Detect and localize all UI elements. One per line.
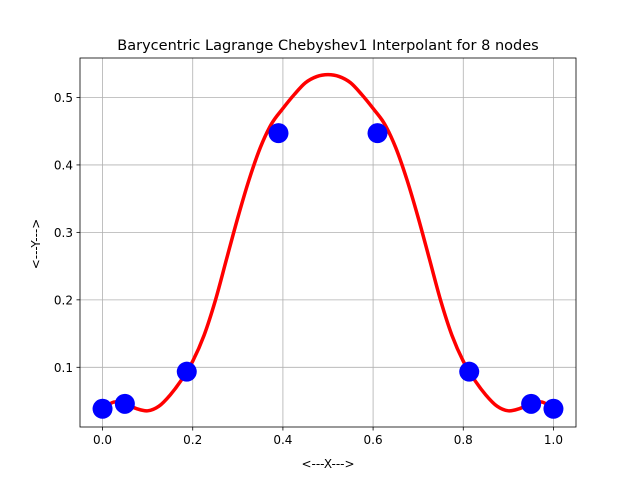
x-tick-label: 0.4 (273, 433, 292, 447)
node-point (459, 361, 480, 382)
y-tick-label: 0.2 (54, 293, 73, 307)
node-point (367, 123, 388, 144)
node-point (176, 361, 197, 382)
node-points-layer (92, 123, 564, 419)
node-point (521, 393, 542, 414)
node-point (92, 398, 113, 419)
grid-lines (80, 58, 576, 427)
node-point (543, 398, 564, 419)
x-tick-label: 1.0 (544, 433, 563, 447)
y-tick-label: 0.4 (54, 158, 73, 172)
interpolant-line (100, 72, 556, 413)
chart-title: Barycentric Lagrange Chebyshev1 Interpol… (117, 38, 538, 54)
y-tick-label: 0.1 (54, 361, 73, 375)
x-tick-label: 0.0 (93, 433, 112, 447)
x-axis-label: <---X---> (301, 457, 354, 471)
node-point (114, 393, 135, 414)
interpolant-curve-layer (100, 72, 556, 413)
y-axis-ticks: 0.1 0.2 0.3 0.4 0.5 (54, 91, 80, 375)
node-point (268, 123, 289, 144)
x-axis-ticks: 0.0 0.2 0.4 0.6 0.8 1.0 (93, 427, 563, 447)
plot-area-frame (79, 57, 577, 428)
x-tick-label: 0.2 (183, 433, 202, 447)
y-tick-label: 0.5 (54, 91, 73, 105)
x-tick-label: 0.6 (364, 433, 383, 447)
y-axis-label: <---Y---> (29, 219, 43, 270)
x-tick-label: 0.8 (454, 433, 473, 447)
y-tick-label: 0.3 (54, 226, 73, 240)
